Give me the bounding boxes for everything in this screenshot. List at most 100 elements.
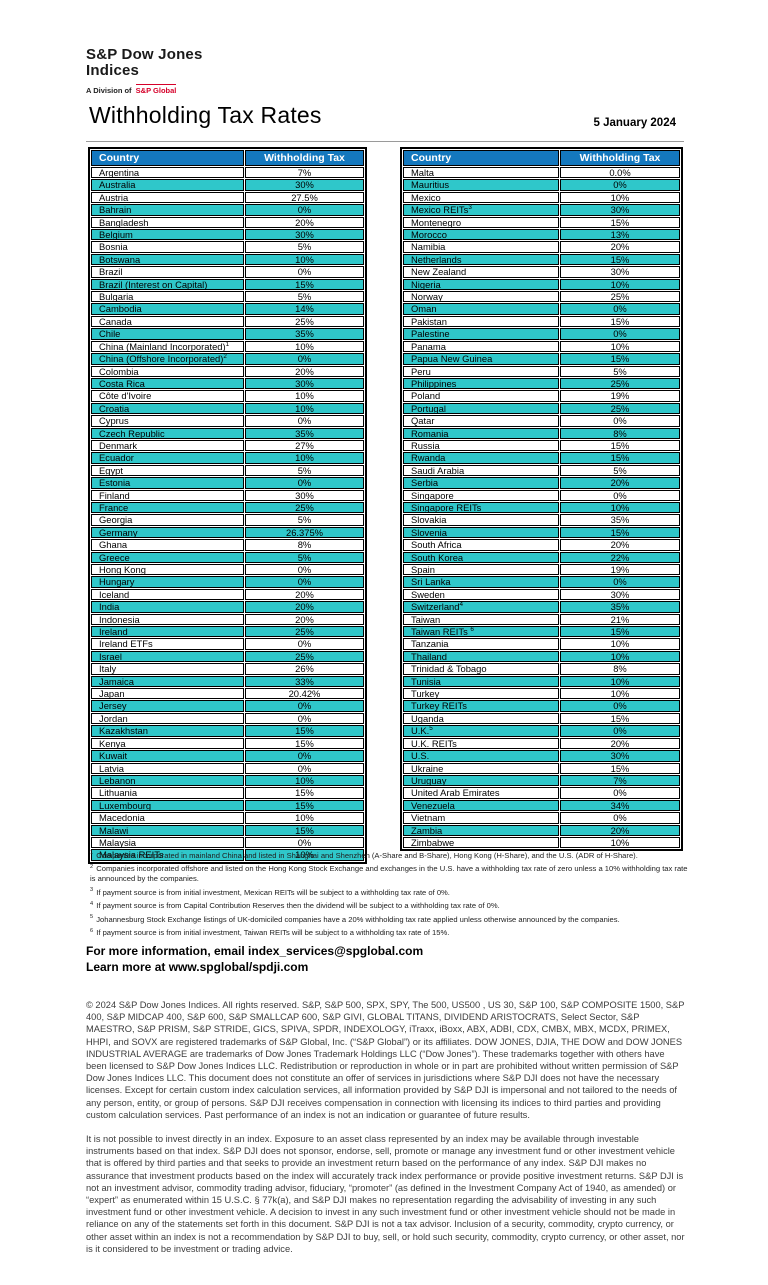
- tax-cell: 20%: [560, 737, 680, 750]
- tax-cell: 5%: [245, 464, 364, 477]
- country-cell: Ireland ETFs: [91, 638, 244, 650]
- table-row: Papua New Guinea 15%: [403, 353, 680, 365]
- country-cell: Tunisia: [403, 675, 559, 688]
- tax-cell: 0%: [245, 353, 364, 365]
- tax-cell: 7%: [245, 167, 364, 179]
- tax-cell: 30%: [560, 266, 680, 278]
- tax-cell: 15%: [560, 253, 680, 266]
- tax-cell: 10%: [245, 849, 364, 861]
- tax-cell: 10%: [560, 638, 680, 650]
- country-cell: Peru: [403, 365, 559, 377]
- tax-cell: 10%: [560, 501, 680, 514]
- page-title: Withholding Tax Rates: [89, 102, 322, 128]
- tax-cell: 27.5%: [245, 191, 364, 204]
- country-cell: Switzerland4: [403, 601, 559, 613]
- table-row: Romania 8%: [403, 427, 680, 439]
- table-row: Venezuela 34%: [403, 799, 680, 812]
- country-cell: Morocco: [403, 229, 559, 241]
- country-cell: Russia: [403, 439, 559, 452]
- country-cell: Estonia: [91, 477, 244, 489]
- table-row: Saudi Arabia 5%: [403, 464, 680, 477]
- tax-cell: 15%: [560, 216, 680, 229]
- country-cell: Macedonia: [91, 812, 244, 824]
- table-row: Qatar 0%: [403, 415, 680, 427]
- country-cell: Cyprus: [91, 415, 244, 427]
- footnote-marker: 1: [225, 340, 230, 348]
- table-row: Peru 5%: [403, 365, 680, 377]
- tax-cell: 35%: [245, 427, 364, 439]
- country-cell: Greece: [91, 551, 244, 563]
- table-row: Iceland 20%: [91, 588, 364, 601]
- country-cell: Luxembourg: [91, 799, 244, 812]
- country-cell: Ghana: [91, 539, 244, 551]
- tax-cell: 10%: [245, 390, 364, 402]
- country-column-header: Country: [403, 150, 559, 166]
- logo-line-2: Indices: [86, 62, 140, 79]
- table-row: Sweden 30%: [403, 588, 680, 601]
- tax-cell: 0%: [560, 303, 680, 315]
- logo-line-1: S&P Dow Jones: [86, 46, 203, 63]
- country-cell: Montenegro: [403, 216, 559, 229]
- footnote-marker: 3: [468, 204, 472, 212]
- tax-cell: 10%: [245, 253, 364, 266]
- tax-cell: 0%: [245, 266, 364, 278]
- country-cell: Latvia: [91, 762, 244, 774]
- tax-cell: 22%: [560, 551, 680, 563]
- table-row: Philippines 25%: [403, 377, 680, 390]
- table-row: Chile 35%: [91, 328, 364, 340]
- country-cell: Panama: [403, 340, 559, 353]
- country-cell: Georgia: [91, 514, 244, 526]
- table-row: Portugal 25%: [403, 402, 680, 415]
- country-cell: Uganda: [403, 712, 559, 725]
- table-row: Jordan 0%: [91, 712, 364, 725]
- country-cell: Jordan: [91, 712, 244, 725]
- tax-cell: 20%: [560, 824, 680, 836]
- tax-cell: 34%: [560, 799, 680, 812]
- tax-cell: 15%: [245, 799, 364, 812]
- country-cell: Malta: [403, 167, 559, 179]
- table-row: South Korea 22%: [403, 551, 680, 563]
- table-row: Jamaica 33%: [91, 675, 364, 688]
- tax-column-header: Withholding Tax: [560, 150, 680, 166]
- title-divider: [86, 141, 684, 142]
- table-row: U.S. 30%: [403, 750, 680, 762]
- country-cell: Ecuador: [91, 452, 244, 464]
- country-cell: Japan: [91, 688, 244, 700]
- country-cell: Czech Republic: [91, 427, 244, 439]
- footnote-number: 5: [90, 914, 94, 921]
- tax-cell: 19%: [560, 390, 680, 402]
- disclaimer-block: © 2024 S&P Dow Jones Indices. All rights…: [86, 999, 686, 1267]
- tax-cell: 15%: [560, 452, 680, 464]
- tax-cell: 15%: [560, 439, 680, 452]
- country-cell: Palestine: [403, 328, 559, 340]
- tax-cell: 10%: [560, 191, 680, 204]
- table-row: Egypt 5%: [91, 464, 364, 477]
- country-cell: Bangladesh: [91, 216, 244, 229]
- table-row: Zambia 20%: [403, 824, 680, 836]
- table-row: Canada 25%: [91, 315, 364, 328]
- country-cell: Spain: [403, 564, 559, 576]
- tax-cell: 20%: [245, 601, 364, 613]
- table-row: Singapore REITs 10%: [403, 501, 680, 514]
- table-row: Tunisia 10%: [403, 675, 680, 688]
- table-row: Netherlands 15%: [403, 253, 680, 266]
- country-cell: Namibia: [403, 241, 559, 253]
- table-row: Oman 0%: [403, 303, 680, 315]
- tax-cell: 0%: [245, 638, 364, 650]
- country-cell: Singapore REITs: [403, 501, 559, 514]
- tax-cell: 20%: [560, 539, 680, 551]
- table-row: Uganda 15%: [403, 712, 680, 725]
- table-row: Panama 10%: [403, 340, 680, 353]
- tax-cell: 15%: [245, 824, 364, 836]
- country-cell: Pakistan: [403, 315, 559, 328]
- country-cell: Uruguay: [403, 774, 559, 787]
- table-row: Zimbabwe 10%: [403, 836, 680, 849]
- country-cell: Croatia: [91, 402, 244, 415]
- country-cell: Malawi: [91, 824, 244, 836]
- tax-cell: 0%: [560, 179, 680, 191]
- country-cell: Sri Lanka: [403, 576, 559, 588]
- table-row: Malaysia 0%: [91, 836, 364, 849]
- table-row: Indonesia 20%: [91, 613, 364, 626]
- tax-cell: 25%: [560, 377, 680, 390]
- country-cell: Hong Kong: [91, 564, 244, 576]
